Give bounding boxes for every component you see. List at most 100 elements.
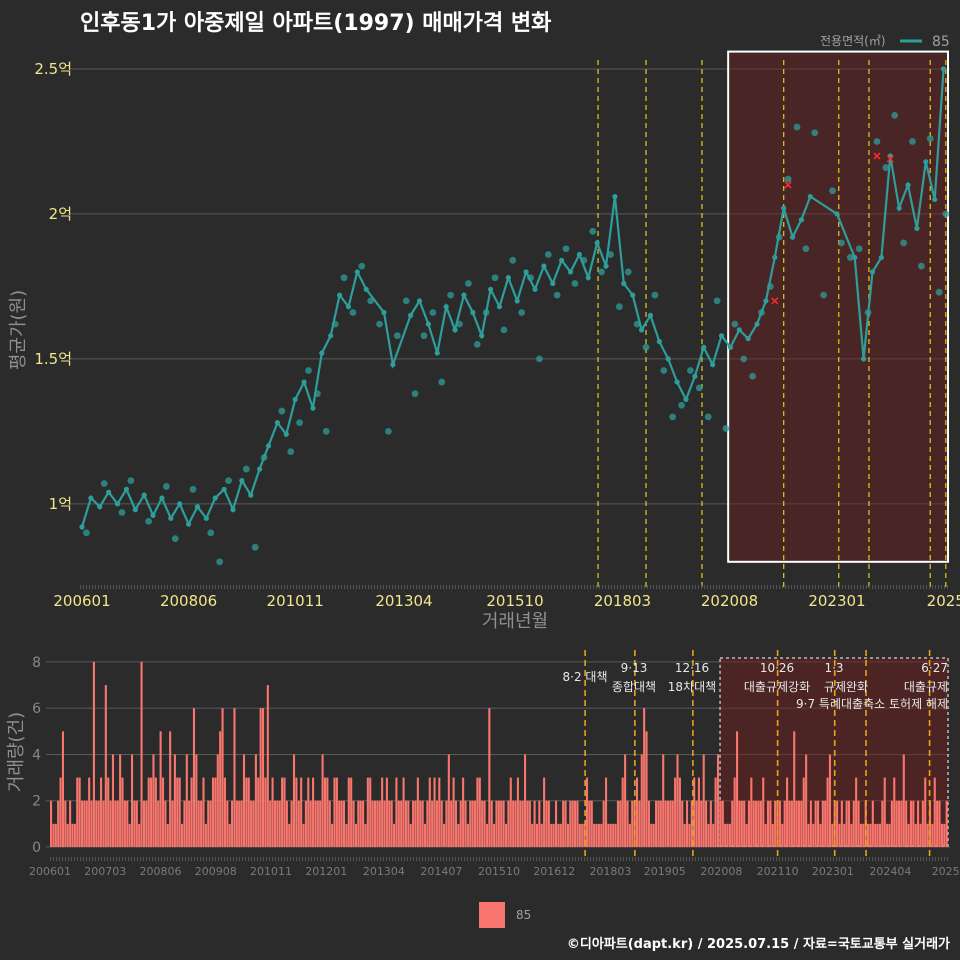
x-marker xyxy=(873,152,881,160)
main-x-tick-labels: 200601 200806 201011 201304 201510 201803 2020… xyxy=(53,592,960,610)
line-point xyxy=(878,254,884,261)
volume-bar xyxy=(471,800,474,847)
volume-bar xyxy=(933,777,936,847)
line-point xyxy=(79,524,85,530)
scatter-point xyxy=(429,309,437,316)
line-point xyxy=(514,298,520,304)
policy-name-label: 대출규제 xyxy=(904,680,948,694)
scatter-point xyxy=(242,465,250,473)
scatter-point xyxy=(127,477,135,485)
line-point xyxy=(585,275,591,281)
line-point xyxy=(265,443,272,449)
volume-bar xyxy=(264,777,267,847)
volume-bar xyxy=(345,823,348,847)
volume-bar xyxy=(259,708,262,847)
scatter-point xyxy=(473,340,481,348)
volume-bar xyxy=(333,777,336,847)
scatter-point xyxy=(802,245,810,253)
scatter-point xyxy=(83,529,90,537)
volume-bar xyxy=(80,800,84,847)
bar-x-tick: 202008 xyxy=(700,865,742,878)
volume-bar xyxy=(695,800,698,847)
volume-bar xyxy=(409,823,412,847)
volume-bar xyxy=(135,800,138,847)
volume-bar xyxy=(712,823,715,847)
line-point xyxy=(434,350,440,356)
volume-bar xyxy=(907,823,910,847)
volume-bar xyxy=(69,800,72,847)
volume-bar xyxy=(714,777,717,847)
scatter-point xyxy=(225,477,232,485)
scatter-point xyxy=(287,448,295,456)
line-point xyxy=(123,486,130,492)
scatter-point xyxy=(118,509,126,516)
volume-bar xyxy=(645,731,648,847)
scatter-point xyxy=(447,291,455,299)
volume-bar xyxy=(836,800,839,847)
line-point xyxy=(789,234,796,240)
volume-bar xyxy=(878,823,882,847)
volume-bar xyxy=(304,800,307,847)
volume-bar xyxy=(871,800,874,847)
volume-bar xyxy=(326,777,329,847)
volume-bar xyxy=(755,800,758,847)
volume-bar xyxy=(688,823,691,847)
main-highlight-box xyxy=(727,50,950,563)
volume-bar xyxy=(564,800,567,847)
volume-bar xyxy=(609,823,612,847)
line-point xyxy=(141,492,147,498)
volume-bar xyxy=(378,800,381,847)
price-series-dots xyxy=(79,66,947,530)
volume-bar xyxy=(200,800,203,847)
line-point xyxy=(567,269,574,275)
scatter-point xyxy=(305,367,312,374)
policy-date-label: 10·26 xyxy=(760,661,794,675)
volume-bar xyxy=(521,800,524,847)
volume-bar xyxy=(709,800,712,847)
volume-bar xyxy=(676,754,679,847)
volume-bar xyxy=(867,823,870,847)
bar-x-tick: 200908 xyxy=(195,865,237,878)
volume-bar xyxy=(500,800,503,847)
volume-bar xyxy=(914,823,917,847)
volume-bar xyxy=(528,800,531,847)
volume-bar xyxy=(807,823,810,847)
bar-x-tick: 201407 xyxy=(420,865,462,878)
volume-bar xyxy=(612,823,615,847)
volume-bar xyxy=(183,800,186,847)
volume-bar xyxy=(895,800,898,847)
volume-bar xyxy=(216,754,219,847)
volume-bar xyxy=(83,800,86,847)
volume-bar xyxy=(54,823,57,847)
scatter-point xyxy=(942,210,950,218)
volume-bar xyxy=(483,800,486,847)
volume-bar xyxy=(647,800,650,847)
volume-bar xyxy=(171,800,174,847)
line-point xyxy=(940,66,947,72)
line-point xyxy=(408,312,414,318)
volume-bar xyxy=(119,754,122,847)
main-y-axis-label: 평균가(원) xyxy=(8,290,29,370)
volume-bar xyxy=(514,800,517,847)
scatter-point xyxy=(562,245,570,253)
line-point xyxy=(177,501,183,507)
volume-bar xyxy=(757,800,760,847)
volume-bar xyxy=(552,823,555,847)
scatter-point xyxy=(322,427,330,435)
volume-bar xyxy=(702,754,705,847)
volume-bar xyxy=(900,800,903,847)
volume-bar xyxy=(154,777,157,847)
volume-bar xyxy=(450,800,453,847)
line-point xyxy=(496,304,503,310)
line-point xyxy=(168,515,174,521)
line-point xyxy=(807,193,813,200)
volume-bar xyxy=(657,800,660,847)
scatter-point xyxy=(598,268,605,276)
volume-bar xyxy=(452,777,455,847)
volume-bar xyxy=(61,731,65,847)
volume-bar xyxy=(733,777,736,847)
line-point xyxy=(97,504,103,510)
volume-bar xyxy=(314,800,317,847)
scatter-point xyxy=(624,268,632,276)
volume-bar xyxy=(323,777,327,847)
